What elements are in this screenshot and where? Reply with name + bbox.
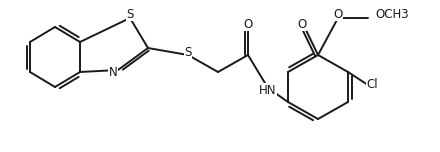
Text: S: S xyxy=(184,45,192,59)
Text: S: S xyxy=(126,7,134,21)
Text: O: O xyxy=(297,17,307,31)
Text: O: O xyxy=(243,17,253,31)
Text: Cl: Cl xyxy=(366,78,378,92)
Text: O: O xyxy=(334,7,343,21)
Text: HN: HN xyxy=(259,83,277,97)
Text: N: N xyxy=(109,66,117,78)
Text: OCH3: OCH3 xyxy=(375,7,409,21)
